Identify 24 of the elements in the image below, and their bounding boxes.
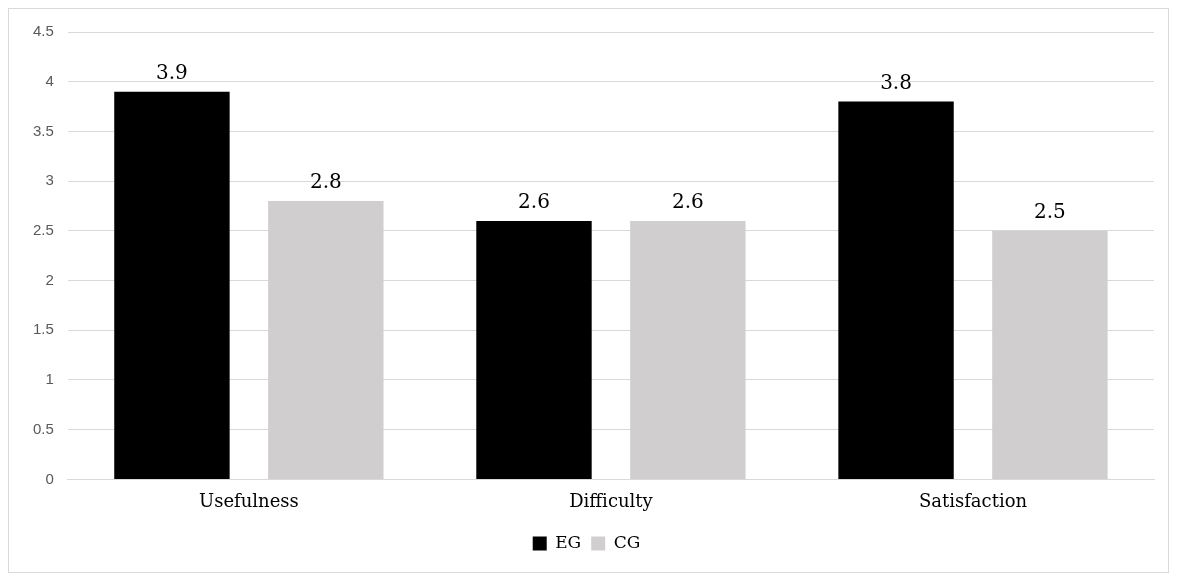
bar [838,101,954,479]
data-label: 3.9 [156,59,188,84]
data-label: 2.5 [1034,199,1066,224]
x-tick-label: Usefulness [198,489,299,511]
y-tick-label: 2.5 [32,220,54,238]
y-tick-label: 0 [45,469,54,487]
y-tick-label: 3.5 [32,121,54,139]
bar [114,91,230,479]
y-tick-label: 1.5 [32,320,54,338]
data-label: 2.6 [671,189,704,214]
data-label: 3.8 [880,69,912,94]
data-label: 2.6 [518,189,550,214]
y-tick-label: 2 [45,270,54,288]
data-label: 2.8 [309,169,342,194]
legend-label: CG [613,531,641,552]
y-tick-label: 0.5 [32,419,54,437]
y-tick-label: 4 [45,71,54,89]
x-tick-label: Difficulty [569,489,654,511]
bar [476,220,592,479]
y-tick-label: 1 [45,370,54,388]
legend-label: EG [555,531,582,552]
x-tick-label: Satisfaction [918,489,1028,511]
y-tick-label: 3 [45,171,54,189]
y-tick-label: 4.5 [32,22,54,40]
